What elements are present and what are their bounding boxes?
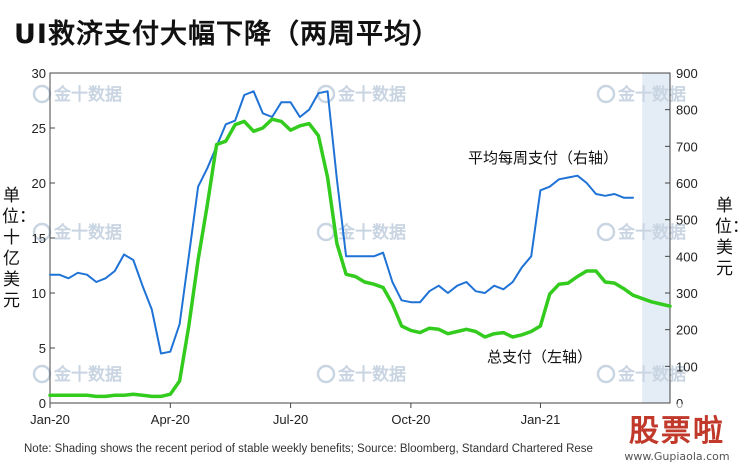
watermark-text: 金十数据 <box>53 222 122 243</box>
watermark-text: 金十数据 <box>617 222 686 243</box>
left-tick-label: 0 <box>39 396 46 411</box>
watermark-logo-icon <box>596 84 616 104</box>
left-tick-label: 30 <box>32 66 46 81</box>
series-line-total-payment <box>48 117 672 399</box>
right-tick-label: 300 <box>676 286 698 301</box>
series-lines <box>48 90 672 399</box>
watermark-5: 金十数据 <box>596 222 686 243</box>
corner-watermark: 股票啦 www.Gupiaola.com <box>614 404 740 465</box>
left-tick-label: 10 <box>32 286 46 301</box>
watermark-2: 金十数据 <box>596 84 686 105</box>
right-tick-label: 500 <box>676 213 698 228</box>
watermark-text: 金十数据 <box>53 364 122 385</box>
right-tick-label: 700 <box>676 139 698 154</box>
left-tick-label: 15 <box>32 231 46 246</box>
corner-watermark-url: www.Gupiaola.com <box>624 450 730 463</box>
watermark-7: 金十数据 <box>316 364 406 385</box>
footnote: Note: Shading shows the recent period of… <box>24 443 593 455</box>
right-tick-label: 900 <box>676 66 698 81</box>
watermark-6: 金十数据 <box>32 364 122 385</box>
left-tick-label: 5 <box>39 341 46 356</box>
watermark-3: 金十数据 <box>32 222 122 243</box>
watermark-text: 金十数据 <box>337 84 406 105</box>
x-tick-label: Jan-20 <box>30 412 70 427</box>
chart-title: UI救济支付大幅下降（两周平均） <box>14 19 440 50</box>
x-tick-label: Apr-20 <box>151 412 190 427</box>
watermark-text: 金十数据 <box>617 364 686 385</box>
left-tick-label: 25 <box>32 121 46 136</box>
x-tick-label: Jan-21 <box>521 412 561 427</box>
watermark-logo-icon <box>596 222 616 242</box>
watermark-logo-icon <box>32 364 52 384</box>
watermark-text: 金十数据 <box>53 84 122 105</box>
corner-watermark-brand: 股票啦 <box>629 414 725 449</box>
watermark-logo-icon <box>316 222 336 242</box>
shaded-region <box>642 73 670 403</box>
x-tick-label: Oct-20 <box>391 412 430 427</box>
x-axis: Jan-20 Apr-20 Jul-20 Oct-20 Jan-21 <box>30 403 560 427</box>
watermark-4: 金十数据 <box>316 222 406 243</box>
watermark-1: 金十数据 <box>316 84 406 105</box>
left-axis: 0 5 10 15 20 25 30 <box>32 66 55 411</box>
watermark-8: 金十数据 <box>596 364 686 385</box>
annotation-total-payment: 总支付（左轴） <box>487 348 592 366</box>
right-tick-label: 600 <box>676 176 698 191</box>
watermark-logo-icon <box>32 84 52 104</box>
right-tick-label: 0 <box>676 396 683 411</box>
watermark-text: 金十数据 <box>337 222 406 243</box>
series-line-weekly-payment <box>49 90 634 355</box>
watermark-text: 金十数据 <box>617 84 686 105</box>
right-axis-label: 单位：美元 <box>715 196 740 279</box>
right-tick-label: 200 <box>676 323 698 338</box>
left-tick-label: 20 <box>32 176 46 191</box>
right-tick-label: 400 <box>676 249 698 264</box>
watermark-text: 金十数据 <box>337 364 406 385</box>
right-tick-label: 100 <box>676 359 698 374</box>
x-tick-label: Jul-20 <box>273 412 308 427</box>
right-axis: 0 100 200 300 400 500 600 700 800 900 <box>665 66 698 411</box>
annotation-weekly-payment: 平均每周支付（右轴） <box>468 149 618 167</box>
watermark-logo-icon <box>316 364 336 384</box>
watermark-logo-icon <box>596 364 616 384</box>
right-tick-label: 800 <box>676 103 698 118</box>
watermark-0: 金十数据 <box>32 84 122 105</box>
watermark-logo-icon <box>316 84 336 104</box>
